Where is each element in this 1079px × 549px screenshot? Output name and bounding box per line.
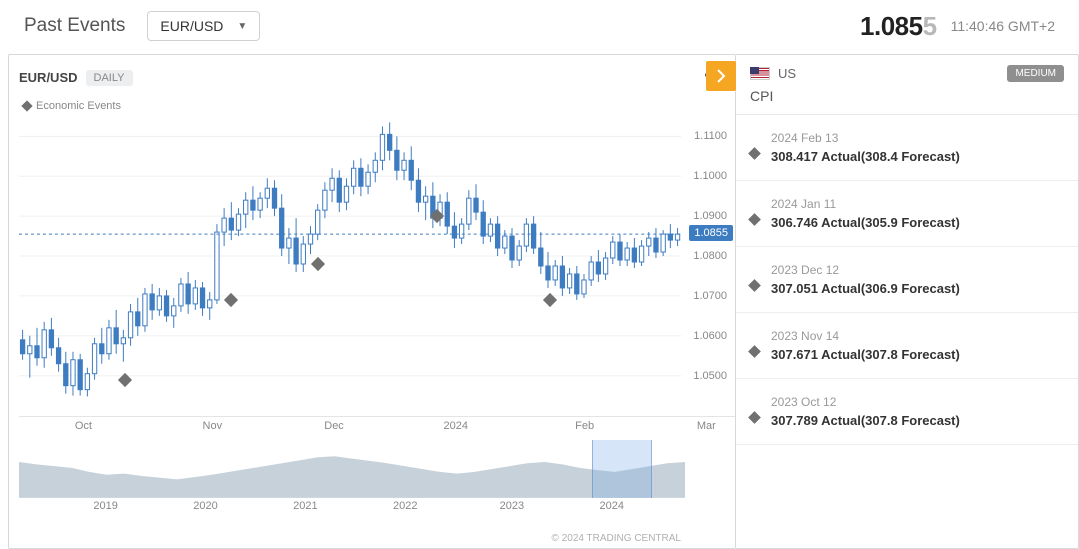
event-value: 307.789 Actual(307.8 Forecast): [771, 413, 1064, 428]
event-item[interactable]: 2023 Oct 12 307.789 Actual(307.8 Forecas…: [736, 379, 1078, 445]
event-value: 307.051 Actual(306.9 Forecast): [771, 281, 1064, 296]
header: Past Events EUR/USD ▼ 1.0855 11:40:46 GM…: [0, 0, 1079, 54]
event-value: 308.417 Actual(308.4 Forecast): [771, 149, 1064, 164]
yaxis-tick: 1.0800: [693, 250, 727, 262]
diamond-icon: [748, 279, 761, 292]
impact-badge: MEDIUM: [1007, 65, 1064, 82]
xaxis-year-label: 2019: [93, 500, 117, 512]
events-panel-header: US MEDIUM CPI: [736, 55, 1078, 115]
chart-panel: EUR/USD DAILY Economic Events 1.1100 1.10…: [8, 54, 736, 549]
expand-panel-button[interactable]: [706, 61, 736, 91]
chart-pair-label: EUR/USD: [19, 70, 78, 85]
event-date: 2023 Dec 12: [771, 263, 1064, 277]
xaxis-years: 2019 2020 2021 2022 2023 2024: [19, 498, 685, 518]
xaxis-year-label: 2024: [599, 500, 623, 512]
xaxis-month-label: Nov: [203, 420, 223, 432]
yaxis-tick: 1.0600: [693, 330, 727, 342]
page-title: Past Events: [24, 15, 125, 37]
caret-down-icon: ▼: [237, 21, 247, 32]
timestamp: 11:40:46 GMT+2: [951, 18, 1055, 34]
event-date: 2024 Feb 13: [771, 131, 1064, 145]
xaxis-year-label: 2021: [293, 500, 317, 512]
xaxis-year-label: 2023: [500, 500, 524, 512]
event-item[interactable]: 2024 Jan 11 306.746 Actual(305.9 Forecas…: [736, 181, 1078, 247]
event-item[interactable]: 2023 Nov 14 307.671 Actual(307.8 Forecas…: [736, 313, 1078, 379]
interval-badge[interactable]: DAILY: [86, 70, 133, 86]
indicator-name: CPI: [750, 88, 1064, 104]
legend-label: Economic Events: [36, 100, 121, 112]
flag-icon: [750, 67, 770, 80]
xaxis-year-label: 2022: [393, 500, 417, 512]
pair-select[interactable]: EUR/USD ▼: [147, 11, 260, 41]
candlestick-chart[interactable]: 1.1100 1.1000 1.0900 1.0800 1.0700 1.0600 1.05…: [19, 116, 735, 416]
chart-legend: Economic Events: [9, 100, 735, 116]
pair-select-value: EUR/USD: [160, 18, 223, 34]
xaxis-month-label: Feb: [575, 420, 594, 432]
diamond-icon: [748, 147, 761, 160]
event-date: 2023 Oct 12: [771, 395, 1064, 409]
xaxis-months: Oct Nov Dec 2024 Feb Mar: [19, 416, 735, 438]
event-value: 307.671 Actual(307.8 Forecast): [771, 347, 1064, 362]
event-value: 306.746 Actual(305.9 Forecast): [771, 215, 1064, 230]
xaxis-month-label: Dec: [324, 420, 344, 432]
diamond-icon: [748, 411, 761, 424]
yaxis-tick: 1.0900: [693, 210, 727, 222]
events-panel: US MEDIUM CPI 2024 Feb 13 308.417 Actual…: [736, 54, 1079, 549]
events-list[interactable]: 2024 Feb 13 308.417 Actual(308.4 Forecas…: [736, 115, 1078, 548]
country-label: US: [778, 66, 999, 81]
yaxis-tick: 1.0500: [693, 370, 727, 382]
copyright: © 2024 TRADING CENTRAL: [552, 533, 681, 544]
diamond-icon: [748, 213, 761, 226]
event-date: 2024 Jan 11: [771, 197, 1064, 211]
yaxis-tick: 1.1000: [693, 170, 727, 182]
overview-brush[interactable]: [592, 440, 652, 498]
current-price: 1.0855: [860, 11, 937, 42]
xaxis-year-label: 2020: [193, 500, 217, 512]
diamond-icon: [21, 100, 32, 111]
xaxis-month-label: Mar: [697, 420, 716, 432]
yaxis-tick: 1.0700: [693, 290, 727, 302]
chart-header: EUR/USD DAILY: [9, 55, 735, 100]
diamond-icon: [748, 345, 761, 358]
overview-chart[interactable]: [19, 440, 685, 498]
event-item[interactable]: 2023 Dec 12 307.051 Actual(306.9 Forecas…: [736, 247, 1078, 313]
event-date: 2023 Nov 14: [771, 329, 1064, 343]
event-item[interactable]: 2024 Feb 13 308.417 Actual(308.4 Forecas…: [736, 115, 1078, 181]
price-tag: 1.0855: [689, 225, 733, 241]
xaxis-month-label: 2024: [444, 420, 468, 432]
xaxis-month-label: Oct: [75, 420, 92, 432]
yaxis-tick: 1.1100: [694, 130, 727, 142]
